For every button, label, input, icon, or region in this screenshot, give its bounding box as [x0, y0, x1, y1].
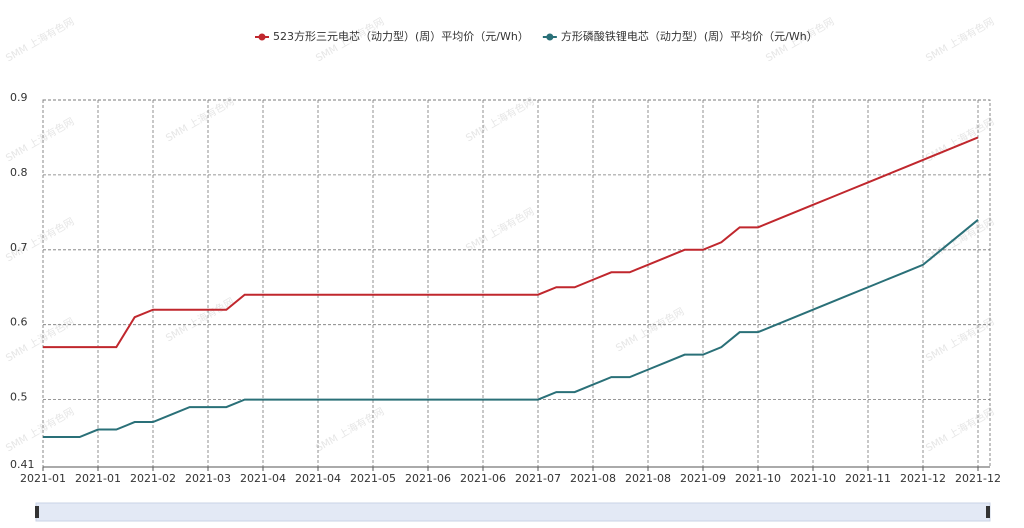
legend-item[interactable]: 523方形三元电芯（动力型）(周）平均价（元/Wh）	[255, 29, 529, 43]
series-line	[43, 136, 979, 349]
x-tick-label: 2021-11	[845, 472, 891, 485]
legend-label: 523方形三元电芯（动力型）(周）平均价（元/Wh）	[273, 29, 529, 43]
x-tick-label: 2021-02	[130, 472, 176, 485]
watermark: SMM 上海有色网	[463, 95, 536, 145]
watermark: SMM 上海有色网	[923, 405, 996, 455]
watermark: SMM 上海有色网	[3, 215, 76, 265]
x-tick-label: 2021-12	[900, 472, 946, 485]
zoom-handle[interactable]	[35, 506, 39, 518]
watermark: SMM 上海有色网	[313, 405, 386, 455]
watermark: SMM 上海有色网	[163, 295, 236, 345]
x-tick-label: 2021-10	[735, 472, 781, 485]
y-tick-label: 0.8	[10, 166, 28, 179]
watermark: SMM 上海有色网	[3, 405, 76, 455]
x-tick-label: 2021-08	[570, 472, 616, 485]
x-tick-label: 2021-05	[350, 472, 396, 485]
watermark: SMM 上海有色网	[463, 205, 536, 255]
watermark: SMM 上海有色网	[923, 115, 996, 165]
legend-marker	[546, 33, 554, 41]
y-tick-label: 0.6	[10, 316, 28, 329]
x-tick-label: 2021-06	[405, 472, 451, 485]
watermark: SMM 上海有色网	[923, 315, 996, 365]
x-tick-label: 2021-04	[295, 472, 341, 485]
x-tick-label: 2021-07	[515, 472, 561, 485]
x-tick-label: 2021-09	[680, 472, 726, 485]
legend-item[interactable]: 方形磷酸铁锂电芯（动力型）(周）平均价（元/Wh）	[542, 29, 818, 43]
zoom-handle[interactable]	[986, 506, 990, 518]
legend-label: 方形磷酸铁锂电芯（动力型）(周）平均价（元/Wh）	[561, 29, 818, 43]
watermark: SMM 上海有色网	[163, 95, 236, 145]
x-tick-label: 2021-08	[625, 472, 671, 485]
x-tick-label: 2021-12	[955, 472, 1001, 485]
legend-marker	[258, 33, 266, 41]
watermark: SMM 上海有色网	[923, 15, 996, 65]
x-tick-label: 2021-04	[240, 472, 286, 485]
x-tick-label: 2021-10	[790, 472, 836, 485]
watermark: SMM 上海有色网	[923, 215, 996, 265]
x-tick-label: 2021-06	[460, 472, 506, 485]
y-tick-label: 0.7	[10, 241, 28, 254]
y-tick-label: 0.41	[10, 458, 35, 471]
zoom-slider[interactable]	[35, 502, 991, 522]
watermark: SMM 上海有色网	[613, 305, 686, 355]
watermark: SMM 上海有色网	[3, 115, 76, 165]
watermark: SMM 上海有色网	[3, 15, 76, 65]
x-tick-label: 2021-01	[20, 472, 66, 485]
y-tick-label: 0.5	[10, 391, 28, 404]
plot-area	[42, 99, 991, 468]
x-tick-label: 2021-01	[75, 472, 121, 485]
series-line	[43, 219, 979, 439]
x-tick-label: 2021-03	[185, 472, 231, 485]
y-tick-label: 0.9	[10, 91, 28, 104]
